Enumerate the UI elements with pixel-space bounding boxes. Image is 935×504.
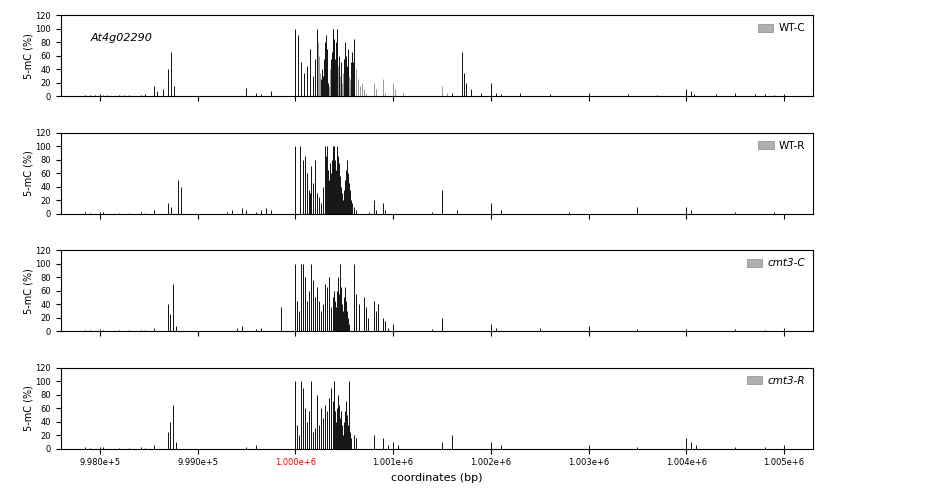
Y-axis label: 5-mC (%): 5-mC (%): [24, 33, 34, 79]
Legend: WT-C: WT-C: [755, 20, 808, 37]
Y-axis label: 5-mC (%): 5-mC (%): [24, 150, 34, 196]
Y-axis label: 5-mC (%): 5-mC (%): [24, 268, 34, 313]
Legend: WT-R: WT-R: [755, 138, 808, 154]
Text: At4g02290: At4g02290: [91, 33, 152, 43]
Legend: cmt3-C: cmt3-C: [743, 256, 808, 272]
Y-axis label: 5-mC (%): 5-mC (%): [24, 385, 34, 431]
Legend: cmt3-R: cmt3-R: [743, 373, 808, 389]
X-axis label: coordinates (bp): coordinates (bp): [392, 473, 482, 483]
